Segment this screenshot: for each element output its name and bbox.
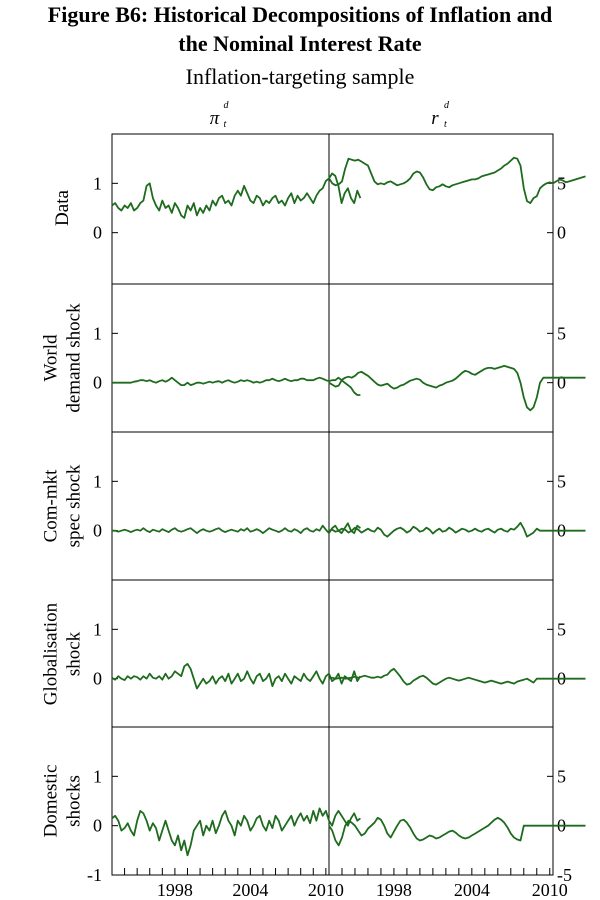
y-tick-label-pi: 0 (93, 223, 102, 243)
series-line-r-row-4 (328, 816, 586, 847)
series-line-pi-row-0 (111, 172, 362, 219)
y-tick-label-r: 5 (557, 619, 566, 639)
y-tick-label-r: 0 (557, 223, 566, 243)
chart-frame (111, 133, 554, 876)
y-tick-label-pi: 1 (93, 619, 102, 639)
series-line-pi-row-3 (111, 663, 362, 690)
column-header-pi: π (210, 108, 220, 129)
y-tick-label-r: 0 (557, 373, 566, 393)
series-line-r-row-3 (328, 667, 586, 686)
y-tick-label-r: 5 (557, 766, 566, 786)
y-tick-label-pi: 0 (93, 521, 102, 541)
column-header-r-superscript: d (444, 100, 450, 111)
figure-title-line1: Figure B6: Historical Decompositions of … (47, 2, 553, 27)
row-label-3-line-1: shock (64, 631, 85, 676)
y-tick-label-pi: 1 (93, 471, 102, 491)
column-header-r-subscript: t (444, 119, 447, 130)
y-tick-label-r: -5 (557, 865, 572, 885)
x-tick-label-pi: 2010 (308, 880, 344, 900)
y-tick-label-pi: 0 (93, 816, 102, 836)
y-tick-label-pi: 1 (93, 766, 102, 786)
y-tick-label-pi: 0 (93, 373, 102, 393)
y-tick-label-r: 5 (557, 323, 566, 343)
row-label-4-line-1: shocks (64, 775, 85, 827)
figure-title-line2: the Nominal Interest Rate (178, 31, 422, 56)
x-tick-label-pi: 2004 (232, 880, 268, 900)
series-line-pi-row-2 (112, 522, 361, 534)
column-header-pi-subscript: t (224, 119, 227, 130)
y-tick-label-pi: 1 (93, 173, 102, 193)
figure-subtitle: Inflation-targeting sample (185, 64, 415, 89)
row-label-3-line-0: Globalisation (41, 602, 62, 705)
x-tick-label-r: 2004 (454, 880, 490, 900)
series-line-pi-row-4 (111, 807, 361, 857)
row-label-1-line-1: demand shock (64, 303, 85, 413)
x-tick-label-pi: 1998 (157, 880, 193, 900)
y-tick-label-pi: 0 (93, 669, 102, 689)
y-tick-label-pi: -1 (87, 865, 102, 885)
x-tick-label-r: 1998 (376, 880, 412, 900)
row-label-4-line-0: Domestic (41, 765, 62, 838)
row-label-1-line-0: World (41, 334, 62, 382)
row-label-2-line-1: spec shock (64, 464, 85, 547)
series-line-r-row-0 (328, 156, 586, 205)
series-line-pi-row-1 (112, 376, 361, 396)
series-line-r-row-1 (328, 364, 586, 412)
x-tick-label-r: 2010 (532, 880, 568, 900)
y-tick-label-r: 5 (557, 471, 566, 491)
column-header-r: r (431, 108, 439, 129)
row-label-0-line-0: Data (52, 190, 73, 226)
y-tick-label-r: 5 (557, 173, 566, 193)
row-label-2-line-0: Com-mkt (41, 469, 62, 543)
column-header-pi-superscript: d (224, 100, 230, 111)
series-line-r-row-2 (328, 521, 586, 538)
y-tick-label-pi: 1 (93, 323, 102, 343)
